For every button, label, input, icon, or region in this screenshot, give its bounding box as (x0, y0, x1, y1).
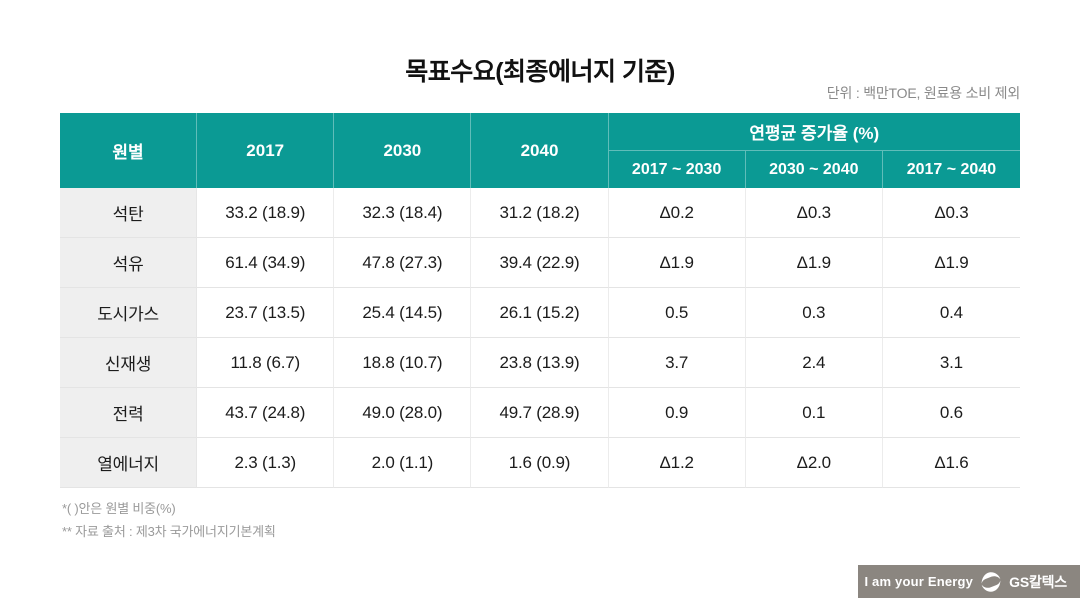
row-label: 열에너지 (60, 438, 198, 488)
cell-growth-1: 0.5 (608, 288, 746, 338)
table-row-citygas: 도시가스 23.7 (13.5) 25.4 (14.5) 26.1 (15.2)… (60, 288, 1020, 338)
header-2040: 2040 (471, 113, 609, 188)
unit-note: 단위 : 백만TOE, 원료용 소비 제외 (826, 85, 1020, 101)
cell-growth-3: Δ1.9 (882, 238, 1020, 288)
cell-2017: 61.4 (34.9) (197, 238, 335, 288)
cell-growth-2: 0.3 (745, 288, 883, 338)
cell-growth-2: Δ1.9 (745, 238, 883, 288)
row-label: 신재생 (60, 338, 198, 388)
cell-growth-2: Δ2.0 (745, 438, 883, 488)
footnote-share: *( )안은 원별 비중(%) (62, 501, 176, 516)
cell-2040: 49.7 (28.9) (471, 388, 609, 438)
cell-growth-1: Δ1.9 (608, 238, 746, 288)
cell-2017: 33.2 (18.9) (197, 188, 335, 238)
cell-2040: 39.4 (22.9) (471, 238, 609, 288)
cell-2030: 47.8 (27.3) (334, 238, 472, 288)
table-header: 원별 2017 2030 2040 연평균 증가율 (%) 2017 ~ 203… (60, 113, 1020, 188)
page-title: 목표수요(최종에너지 기준) (405, 58, 675, 86)
header-growth-2030-2040: 2030 ~ 2040 (745, 151, 883, 188)
footnotes: *( )안은 원별 비중(%) ** 자료 출처 : 제3차 국가에너지기본계획 (62, 497, 276, 543)
table-row-coal: 석탄 33.2 (18.9) 32.3 (18.4) 31.2 (18.2) Δ… (60, 188, 1020, 238)
cell-2040: 26.1 (15.2) (471, 288, 609, 338)
cell-2040: 1.6 (0.9) (471, 438, 609, 488)
table-row-renewable: 신재생 11.8 (6.7) 18.8 (10.7) 23.8 (13.9) 3… (60, 338, 1020, 388)
header-2030: 2030 (334, 113, 472, 188)
header-growth-2017-2040: 2017 ~ 2040 (882, 151, 1020, 188)
cell-growth-3: 0.6 (882, 388, 1020, 438)
table-body: 석탄 33.2 (18.9) 32.3 (18.4) 31.2 (18.2) Δ… (60, 188, 1020, 488)
cell-2017: 43.7 (24.8) (197, 388, 335, 438)
brand-name: GS칼텍스 (1009, 573, 1067, 590)
table-row-oil: 석유 61.4 (34.9) 47.8 (27.3) 39.4 (22.9) Δ… (60, 238, 1020, 288)
energy-demand-table: 원별 2017 2030 2040 연평균 증가율 (%) 2017 ~ 203… (60, 113, 1020, 488)
row-label: 석탄 (60, 188, 198, 238)
cell-growth-3: 3.1 (882, 338, 1020, 388)
cell-2017: 23.7 (13.5) (197, 288, 335, 338)
cell-growth-3: Δ1.6 (882, 438, 1020, 488)
cell-2030: 2.0 (1.1) (334, 438, 472, 488)
footnote-source: ** 자료 출처 : 제3차 국가에너지기본계획 (62, 524, 276, 539)
header-growth-group: 연평균 증가율 (%) (608, 113, 1020, 151)
brand-footer-bar: I am your Energy GS칼텍스 (858, 565, 1080, 598)
cell-2030: 49.0 (28.0) (334, 388, 472, 438)
cell-2040: 23.8 (13.9) (471, 338, 609, 388)
cell-2030: 32.3 (18.4) (334, 188, 472, 238)
cell-2017: 11.8 (6.7) (197, 338, 335, 388)
cell-growth-1: 3.7 (608, 338, 746, 388)
row-label: 석유 (60, 238, 198, 288)
cell-2040: 31.2 (18.2) (471, 188, 609, 238)
table-row-electricity: 전력 43.7 (24.8) 49.0 (28.0) 49.7 (28.9) 0… (60, 388, 1020, 438)
header-growth-2017-2030: 2017 ~ 2030 (608, 151, 746, 188)
cell-2017: 2.3 (1.3) (197, 438, 335, 488)
row-label: 도시가스 (60, 288, 198, 338)
cell-growth-2: 0.1 (745, 388, 883, 438)
cell-growth-2: Δ0.3 (745, 188, 883, 238)
cell-growth-3: 0.4 (882, 288, 1020, 338)
cell-growth-1: 0.9 (608, 388, 746, 438)
cell-growth-2: 2.4 (745, 338, 883, 388)
header-source: 원별 (60, 113, 198, 188)
cell-growth-1: Δ0.2 (608, 188, 746, 238)
cell-2030: 25.4 (14.5) (334, 288, 472, 338)
brand-slogan: I am your Energy (864, 574, 974, 589)
cell-growth-1: Δ1.2 (608, 438, 746, 488)
table-row-heat: 열에너지 2.3 (1.3) 2.0 (1.1) 1.6 (0.9) Δ1.2 … (60, 438, 1020, 488)
cell-growth-3: Δ0.3 (882, 188, 1020, 238)
gs-caltex-logo-icon (981, 571, 1001, 592)
row-label: 전력 (60, 388, 198, 438)
cell-2030: 18.8 (10.7) (334, 338, 472, 388)
header-2017: 2017 (197, 113, 335, 188)
